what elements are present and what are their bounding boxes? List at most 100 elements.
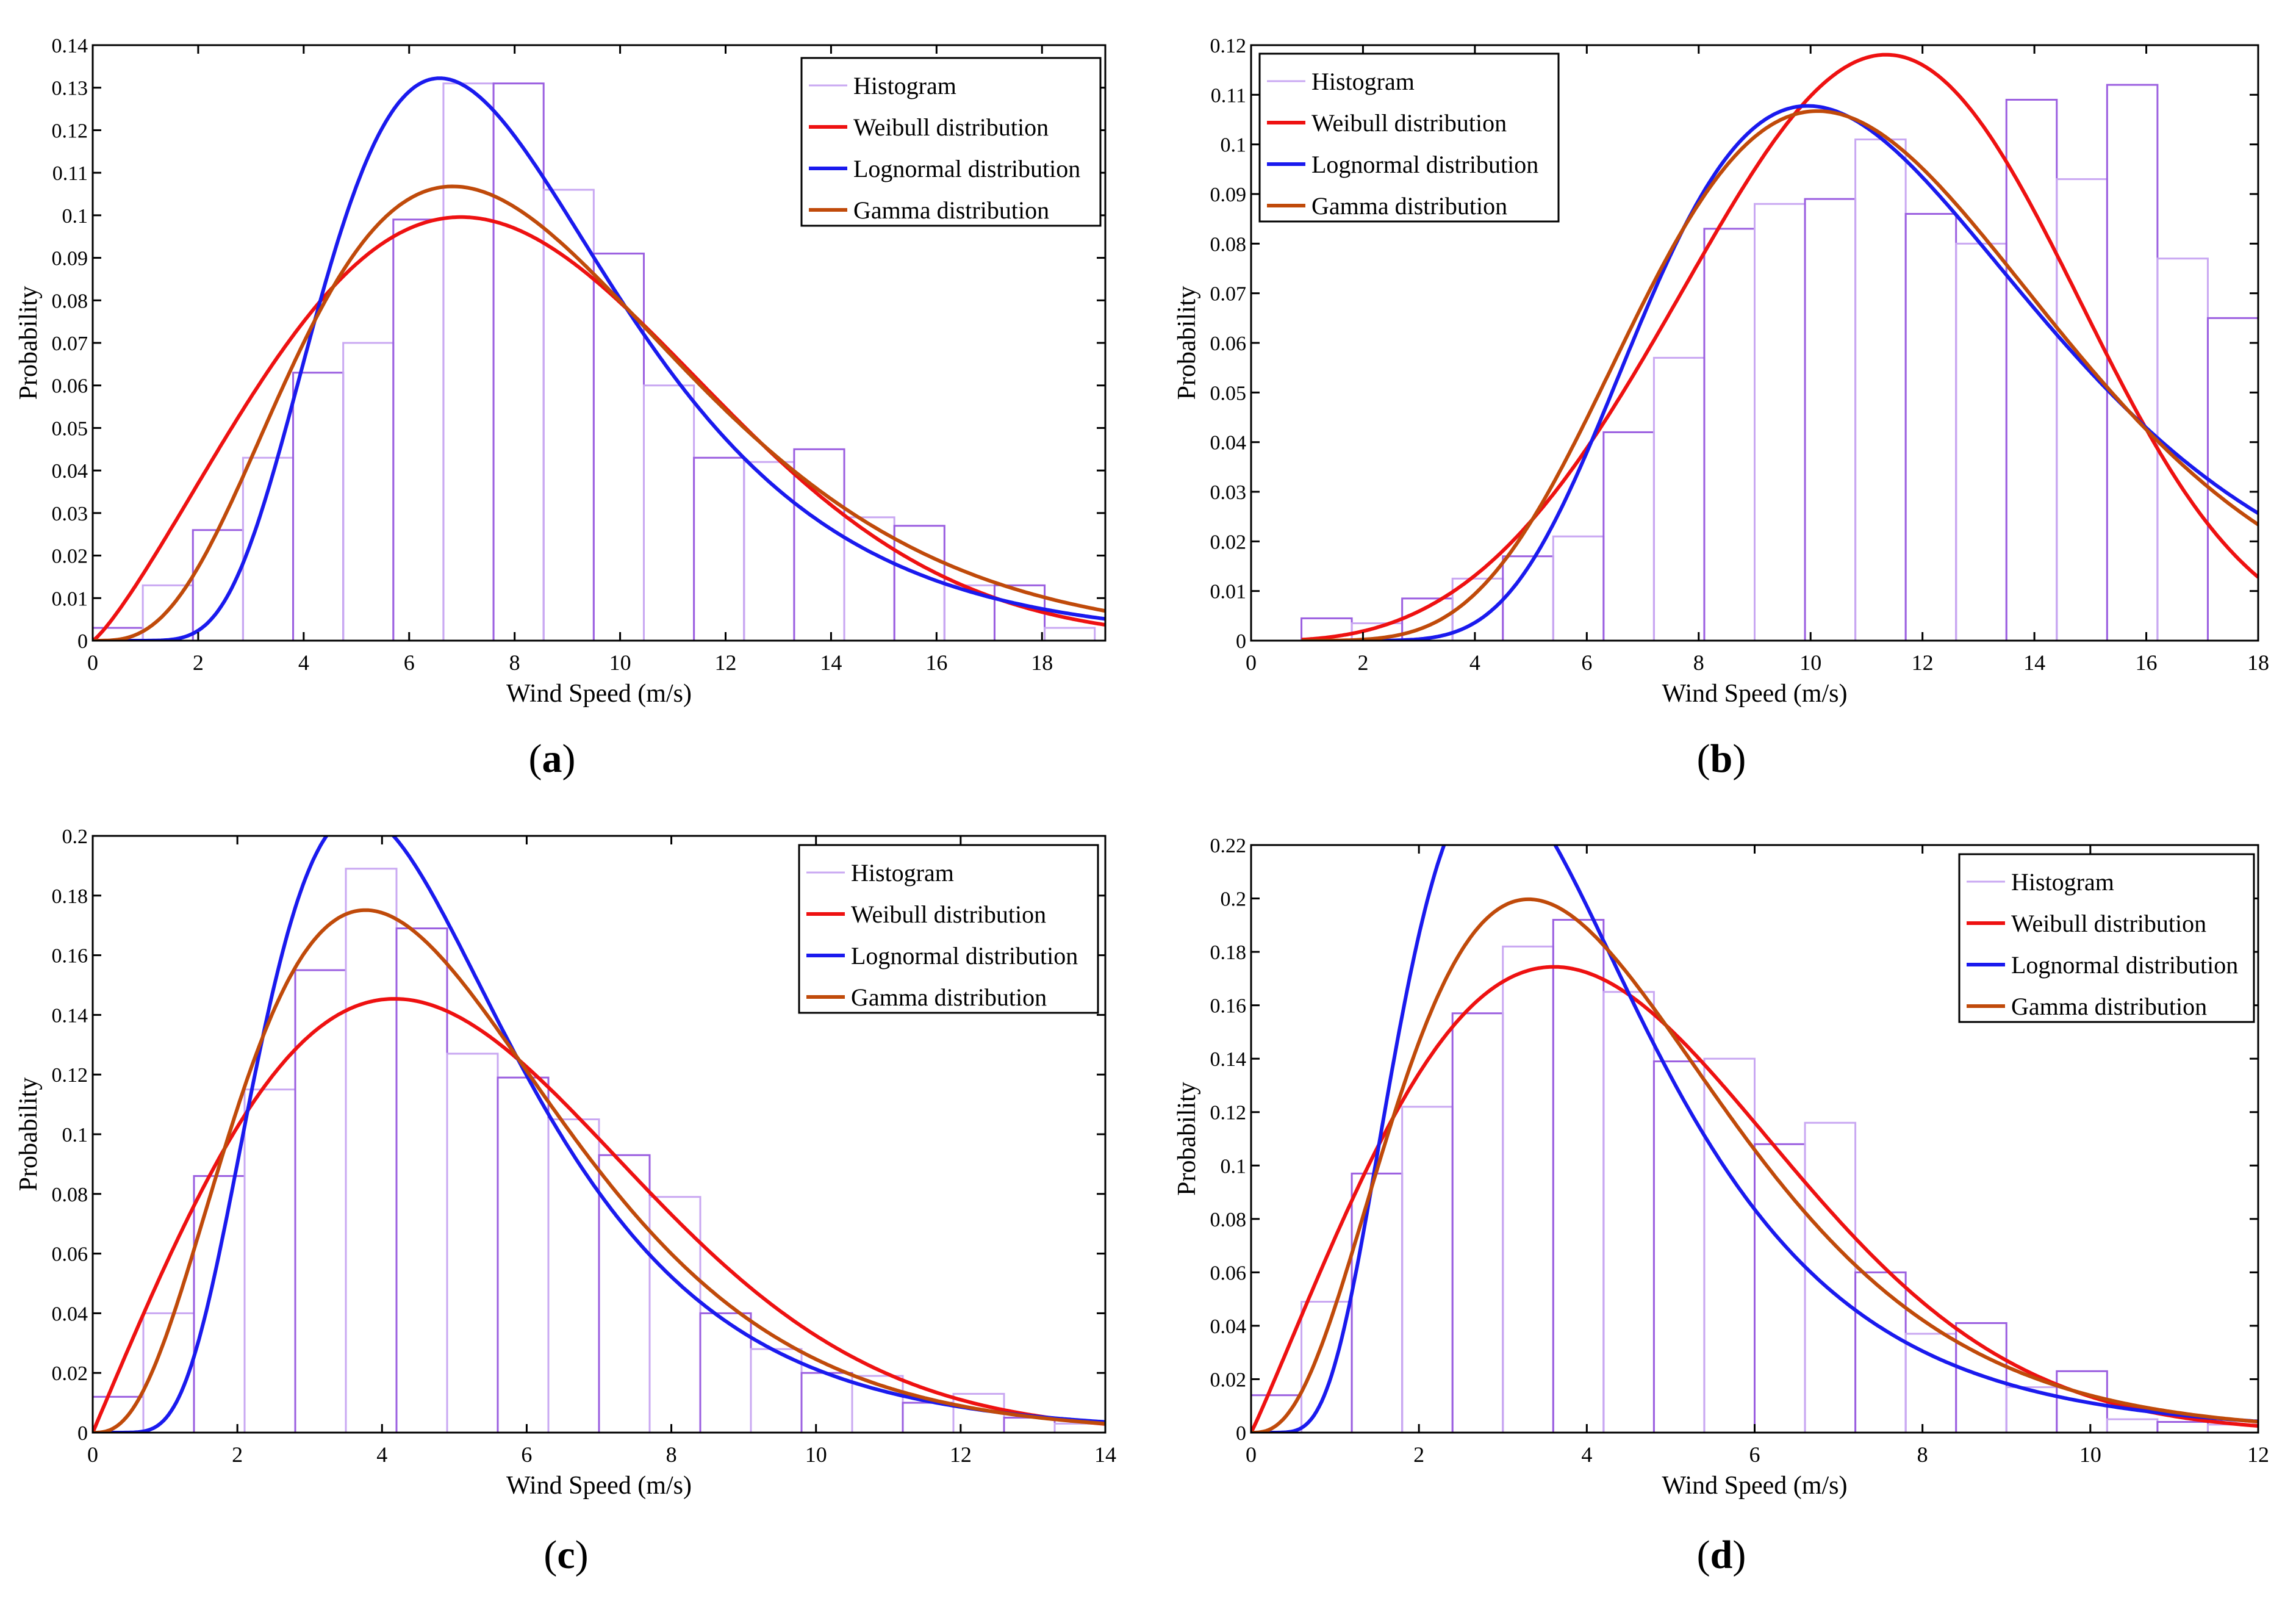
- x-tick-label: 16: [2136, 650, 2158, 675]
- histogram-bar: [598, 1154, 651, 1433]
- distribution-curves: [1301, 52, 2258, 641]
- histogram-bar: [1602, 431, 1655, 641]
- histogram-bar: [1904, 213, 1957, 641]
- y-axis-label: Probability: [1173, 286, 1201, 400]
- legend: Histogram Weibull distribution Lognormal d…: [1958, 853, 2255, 1023]
- histogram-bar: [2056, 178, 2108, 641]
- histogram-bar: [547, 1118, 600, 1433]
- histogram-bar: [243, 1088, 296, 1433]
- y-tick-label: 0.1: [62, 205, 88, 228]
- x-tick-label: 6: [404, 650, 415, 675]
- legend-label: Weibull distribution: [851, 901, 1046, 928]
- y-tick-label: 0.16: [52, 945, 88, 968]
- x-tick-label: 6: [521, 1442, 532, 1467]
- gamma-curve: [1301, 109, 2258, 641]
- histogram-bar: [1552, 535, 1605, 641]
- histogram-bar: [1502, 945, 1554, 1433]
- x-tick-label: 8: [666, 1442, 677, 1467]
- y-tick-label: 0.13: [52, 77, 88, 100]
- y-tick-label: 0.03: [1210, 481, 1247, 504]
- x-tick-label: 18: [2247, 650, 2269, 675]
- gamma-curve: [1251, 897, 2258, 1433]
- distribution-curves: [1251, 845, 2258, 1433]
- panel-label: (d): [1697, 1533, 1746, 1577]
- y-tick-label: 0.02: [1210, 1369, 1247, 1391]
- y-tick-label: 0.18: [52, 885, 88, 908]
- histogram: [93, 82, 1096, 641]
- histogram-bar: [342, 342, 395, 641]
- legend-label: Lognormal distribution: [2011, 951, 2238, 979]
- y-tick-label: 0.14: [52, 35, 88, 57]
- histogram-bar: [642, 384, 695, 641]
- histogram-bar: [1854, 139, 1907, 641]
- histogram-bar: [193, 1175, 246, 1433]
- histogram-bar: [192, 529, 244, 641]
- y-tick-label: 0.03: [52, 503, 88, 525]
- x-tick-label: 2: [232, 1442, 243, 1467]
- y-tick-label: 0.08: [1210, 233, 1247, 256]
- legend-label: Histogram: [1311, 68, 1415, 95]
- legend-label: Weibull distribution: [853, 113, 1049, 141]
- histogram-bar: [1552, 919, 1605, 1433]
- y-tick-label: 0: [77, 630, 88, 653]
- histogram-bar: [592, 253, 645, 641]
- x-tick-label: 12: [950, 1442, 972, 1467]
- chart-panel-d: 0 2 4 6 8 10 12 0 0.02 0.04 0.06 0.08 0.1 0.12 0.14 0.1…: [1173, 835, 2269, 1577]
- y-tick-label: 0.09: [1210, 184, 1247, 206]
- weibull-curve: [93, 215, 1105, 641]
- x-tick-label: 14: [820, 650, 842, 675]
- histogram-bar: [2156, 1420, 2209, 1433]
- y-tick-label: 0.09: [52, 248, 88, 270]
- x-tick-label: 6: [1749, 1442, 1760, 1467]
- histogram-bar: [446, 1052, 499, 1433]
- distribution-curves: [93, 76, 1105, 641]
- histogram-bar: [1804, 198, 1857, 641]
- panel-label-close: ): [1732, 736, 1746, 781]
- y-tick-label: 0.16: [1210, 995, 1247, 1018]
- y-tick-label: 0.02: [1210, 531, 1247, 553]
- histogram-bar: [1351, 1172, 1404, 1433]
- y-tick-label: 0.02: [52, 545, 88, 568]
- y-tick-label: 0.08: [52, 1184, 88, 1206]
- histogram-bar: [1053, 1422, 1105, 1433]
- y-tick-label: 0.07: [52, 333, 88, 355]
- y-tick-label: 0.1: [62, 1124, 88, 1146]
- legend: Histogram Weibull distribution Lognormal d…: [1258, 52, 1560, 223]
- x-tick-label: 4: [298, 650, 309, 675]
- x-tick-label: 2: [193, 650, 204, 675]
- y-axis-label: Probability: [15, 1078, 43, 1192]
- y-tick-label: 0.06: [52, 375, 88, 398]
- x-tick-label: 4: [376, 1442, 387, 1467]
- legend-label: Gamma distribution: [853, 196, 1049, 224]
- lognormal-curve: [1251, 845, 2258, 1433]
- y-tick-label: 0.06: [52, 1243, 88, 1266]
- y-tick-label: 0.05: [52, 417, 88, 440]
- legend-label: Weibull distribution: [2011, 910, 2206, 937]
- histogram-bar: [2005, 98, 2058, 641]
- y-tick-label: 0.08: [1210, 1209, 1247, 1231]
- x-tick-label: 8: [509, 650, 520, 675]
- x-tick-label: 18: [1031, 650, 1053, 675]
- panel-label-close: ): [1732, 1533, 1746, 1577]
- y-tick-label: 0.08: [52, 290, 88, 312]
- legend-label: Lognormal distribution: [853, 155, 1080, 182]
- panel-label-letter: b: [1710, 736, 1733, 781]
- histogram-bar: [2106, 1418, 2159, 1433]
- histogram-bar: [1955, 1322, 2007, 1433]
- y-tick-label: 0.14: [52, 1004, 88, 1027]
- x-tick-label: 0: [1246, 1442, 1257, 1467]
- x-tick-label: 2: [1357, 650, 1368, 675]
- chart-panel-c: 0 2 4 6 8 10 12 14 0 0.02 0.04 0.06 0.08 0.1 0.12 0.14 0…: [15, 826, 1116, 1577]
- chart-panel-a: 0 2 4 6 8 10 12 14 16 18 0 0.01 0.02 0.03 0.04 0.05 0.06…: [15, 35, 1107, 781]
- legend-box: [1258, 52, 1560, 223]
- histogram-bar: [1401, 1106, 1454, 1433]
- lognormal-curve: [1301, 104, 2258, 641]
- panel-label-close: ): [575, 1533, 589, 1577]
- distribution-curves: [93, 836, 1105, 1433]
- x-tick-label: 4: [1469, 650, 1480, 675]
- panel-label-open: (: [1697, 736, 1710, 781]
- histogram-bar: [1044, 627, 1096, 641]
- y-tick-label: 0.05: [1210, 382, 1247, 405]
- histogram-bar: [442, 82, 495, 641]
- histogram-bar: [800, 1372, 853, 1433]
